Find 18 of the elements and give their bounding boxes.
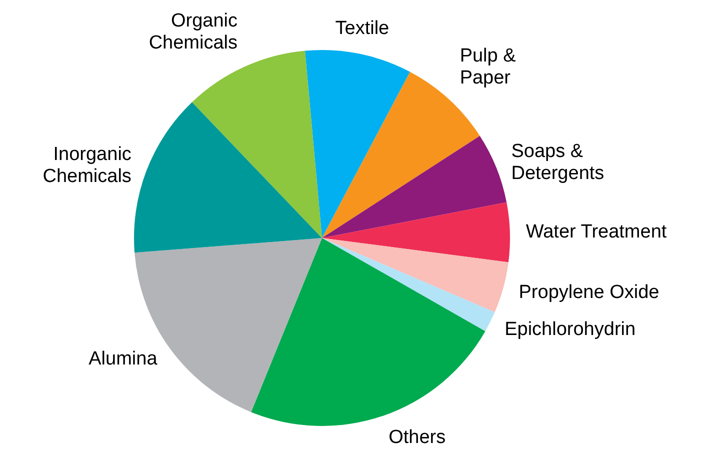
pie-slice [251,238,486,426]
slice-label: Others [388,426,446,448]
pie-slice [304,50,410,238]
slice-label: Epichlorohydrin [504,318,636,340]
pie-slice [322,136,507,238]
slice-label: Alumina [88,348,158,370]
slice-label: Water Treatment [526,222,668,243]
pie-slice [192,50,322,238]
slice-label: Soaps & Detergents [511,140,604,184]
slice-label: Organic Chemicals [148,10,238,54]
slice-label: Propylene Oxide [518,282,660,303]
pie-slice [322,238,495,332]
pie-slice [134,102,322,253]
slice-label: Inorganic Chemicals [42,144,132,188]
pie-slice [322,202,510,262]
slice-label: Textile [335,18,390,39]
slice-label: Pulp & Paper [460,46,516,89]
pie-slice [322,238,508,312]
